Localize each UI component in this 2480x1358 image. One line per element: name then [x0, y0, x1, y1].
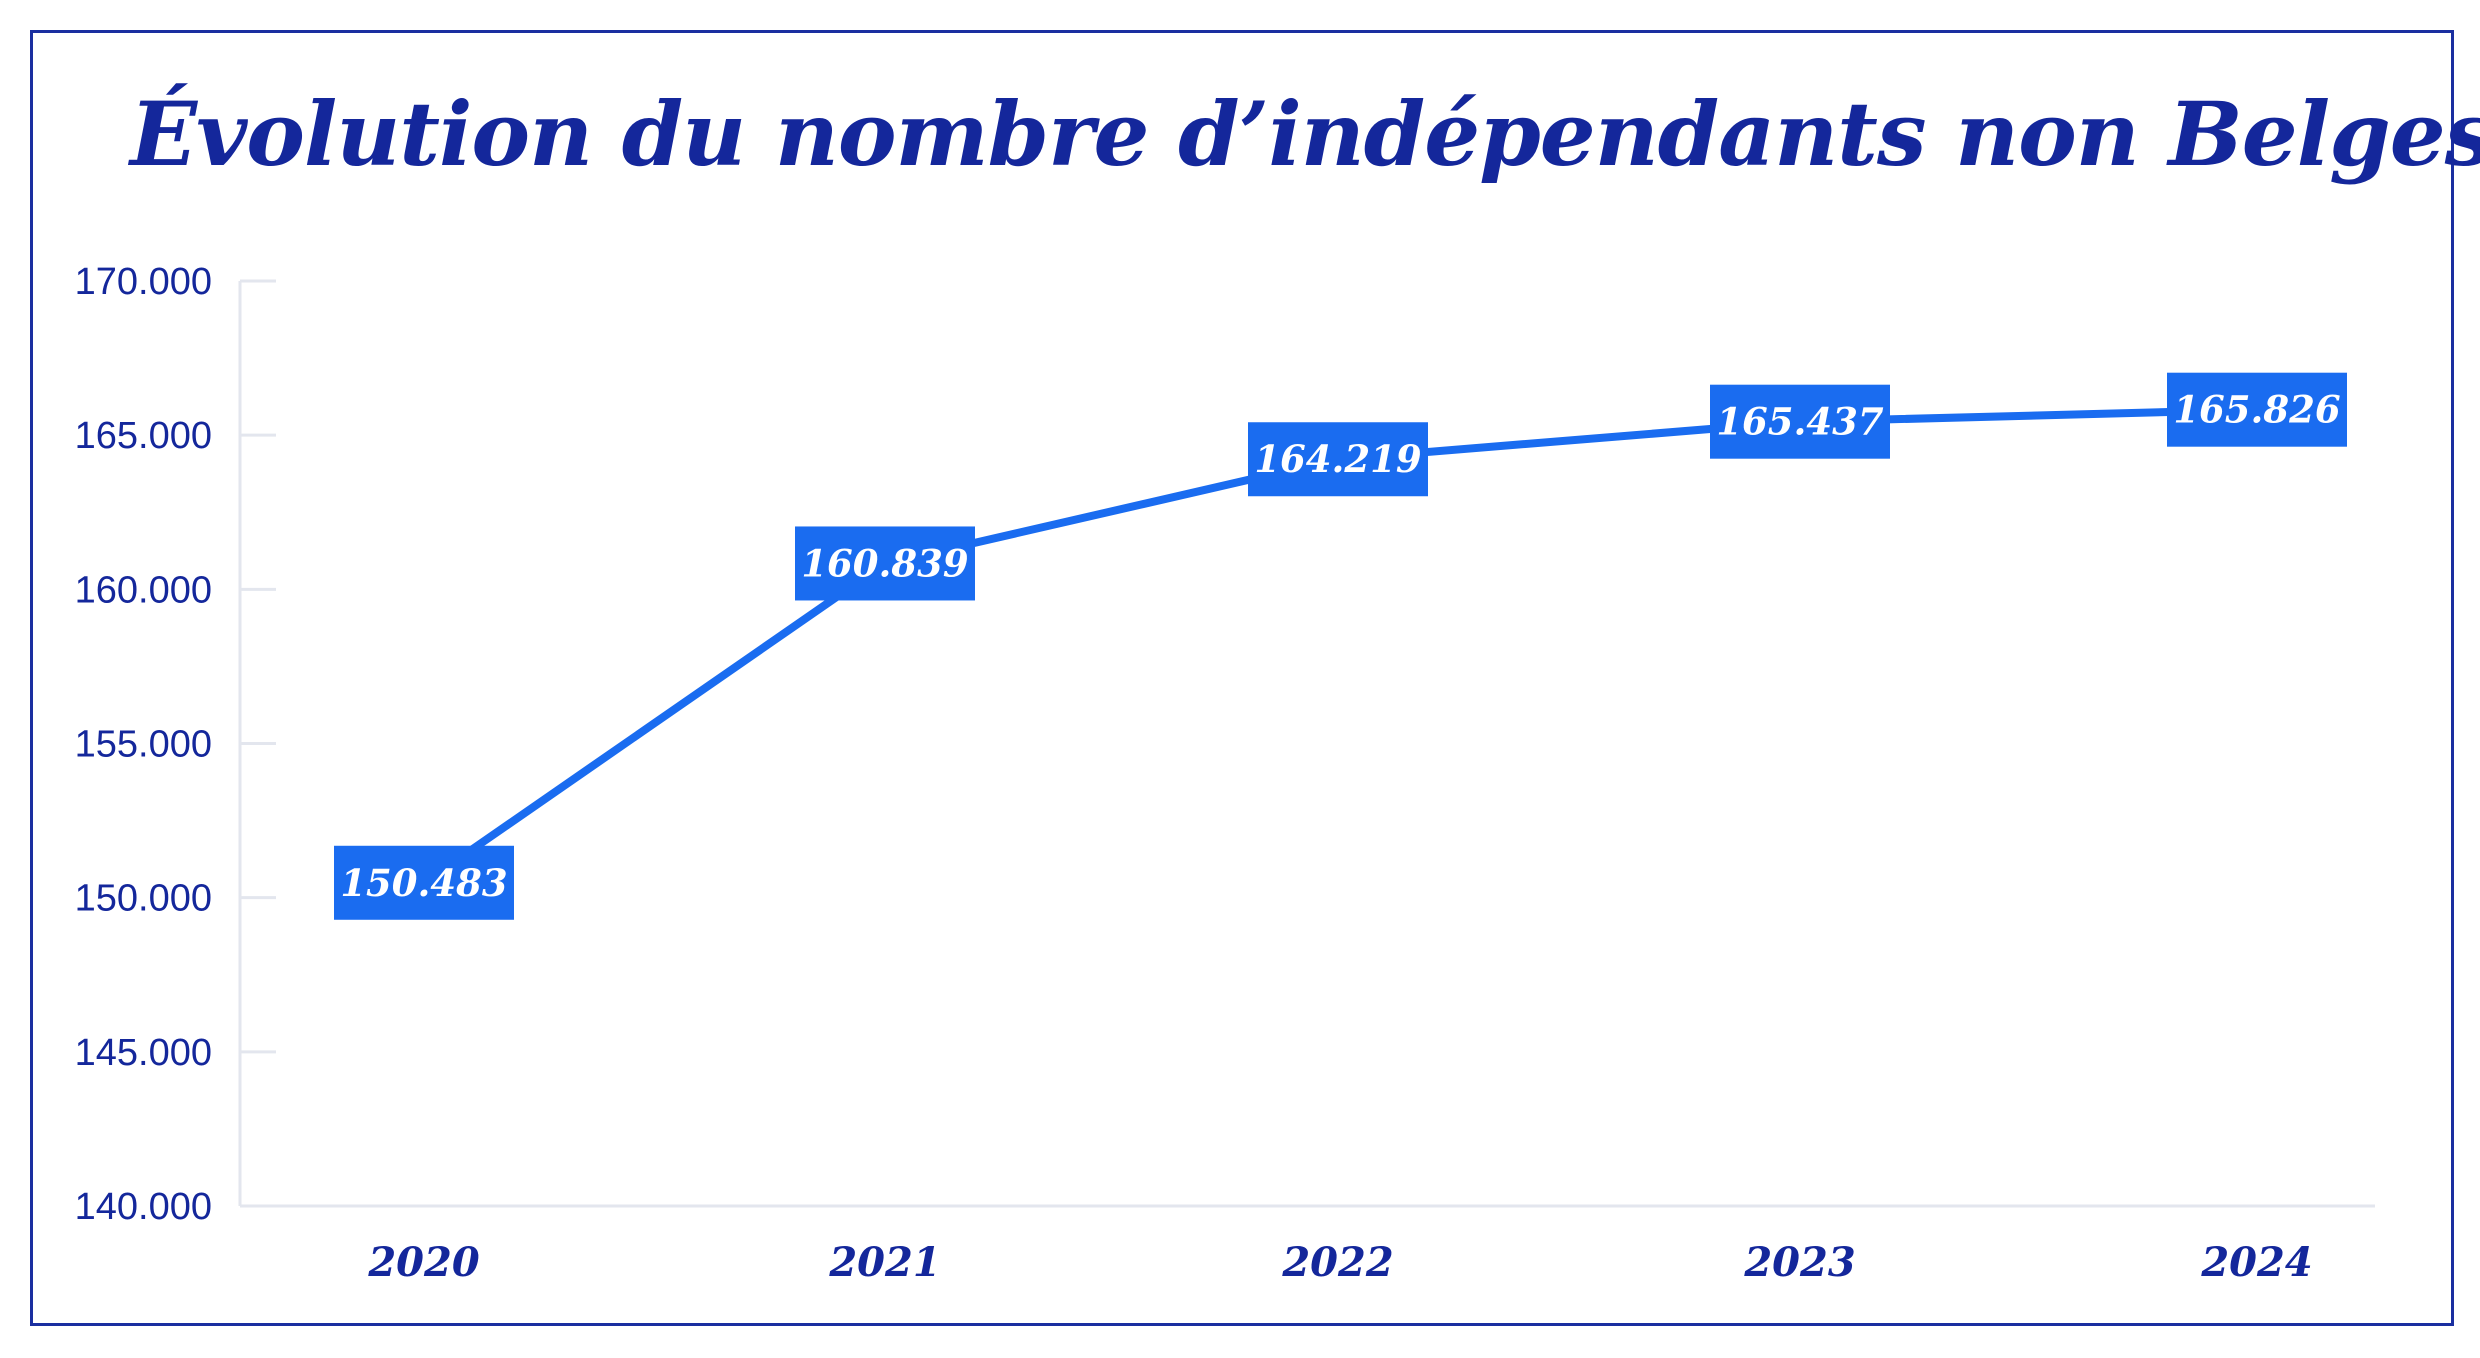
data-label: 160.839 [801, 541, 968, 585]
x-tick-label: 2023 [1743, 1239, 1855, 1286]
data-label: 165.826 [2173, 388, 2340, 432]
y-tick-label: 165.000 [75, 415, 212, 457]
data-point-marker [334, 845, 514, 920]
x-tick-label: 2020 [367, 1239, 479, 1286]
data-point-marker [795, 526, 975, 601]
data-label: 164.219 [1254, 437, 1421, 481]
x-tick-label: 2022 [1281, 1239, 1393, 1286]
y-tick-label: 170.000 [75, 261, 212, 303]
data-point-marker [1248, 422, 1428, 497]
y-tick-label: 145.000 [75, 1032, 212, 1074]
chart-frame [30, 30, 2454, 1326]
data-label: 165.437 [1716, 400, 1884, 444]
chart-title: Évolution du nombre d’indépendants non B… [130, 82, 2480, 186]
data-label: 150.483 [340, 861, 507, 905]
data-point-marker [2167, 372, 2347, 447]
x-tick-label: 2024 [2200, 1239, 2312, 1286]
y-tick-label: 160.000 [75, 569, 212, 611]
y-tick-label: 150.000 [75, 878, 212, 920]
data-point-marker [1710, 384, 1890, 459]
y-tick-label: 155.000 [75, 724, 212, 766]
x-tick-label: 2021 [828, 1239, 940, 1286]
y-tick-label: 140.000 [75, 1186, 212, 1228]
